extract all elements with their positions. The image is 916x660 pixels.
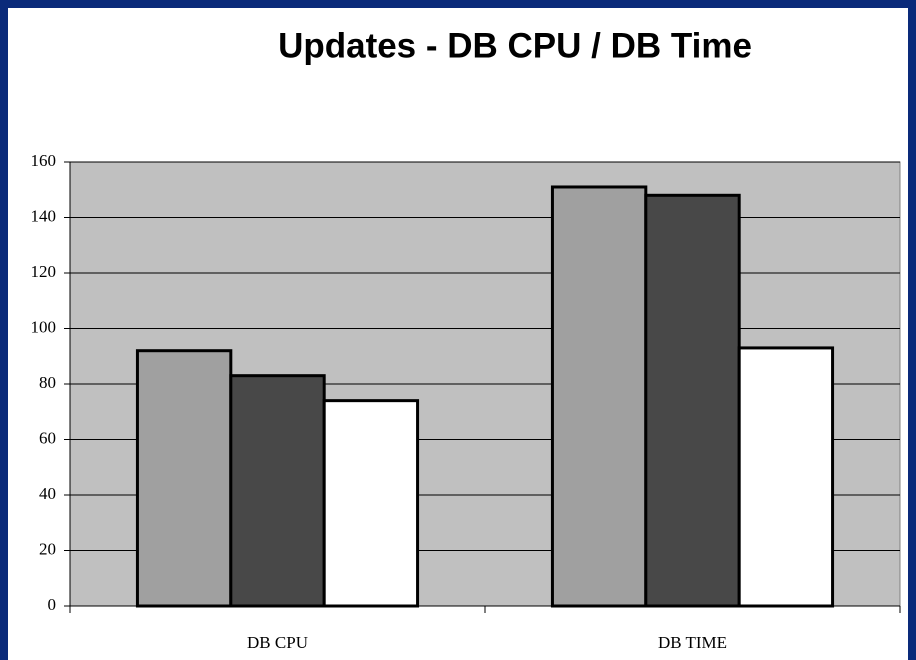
y-tick-label: 80 — [39, 373, 56, 392]
chart-title: Updates - DB CPU / DB Time — [278, 26, 752, 65]
y-tick-label: 60 — [39, 428, 56, 447]
x-tick-label: DB CPU — [247, 633, 308, 652]
bar — [550, 185, 648, 608]
y-tick-label: 0 — [48, 595, 57, 614]
y-tick-label: 20 — [39, 539, 56, 558]
bar — [644, 193, 741, 608]
y-tick-label: 120 — [31, 262, 57, 281]
x-tick-label: DB TIME — [658, 633, 727, 652]
bar — [322, 399, 420, 608]
y-tick-label: 40 — [39, 484, 56, 503]
bar — [135, 349, 233, 608]
y-tick-label: 140 — [31, 206, 57, 225]
y-tick-label: 100 — [31, 317, 57, 336]
bar — [737, 346, 835, 608]
y-tick-label: 160 — [31, 151, 57, 170]
bar — [229, 374, 326, 608]
